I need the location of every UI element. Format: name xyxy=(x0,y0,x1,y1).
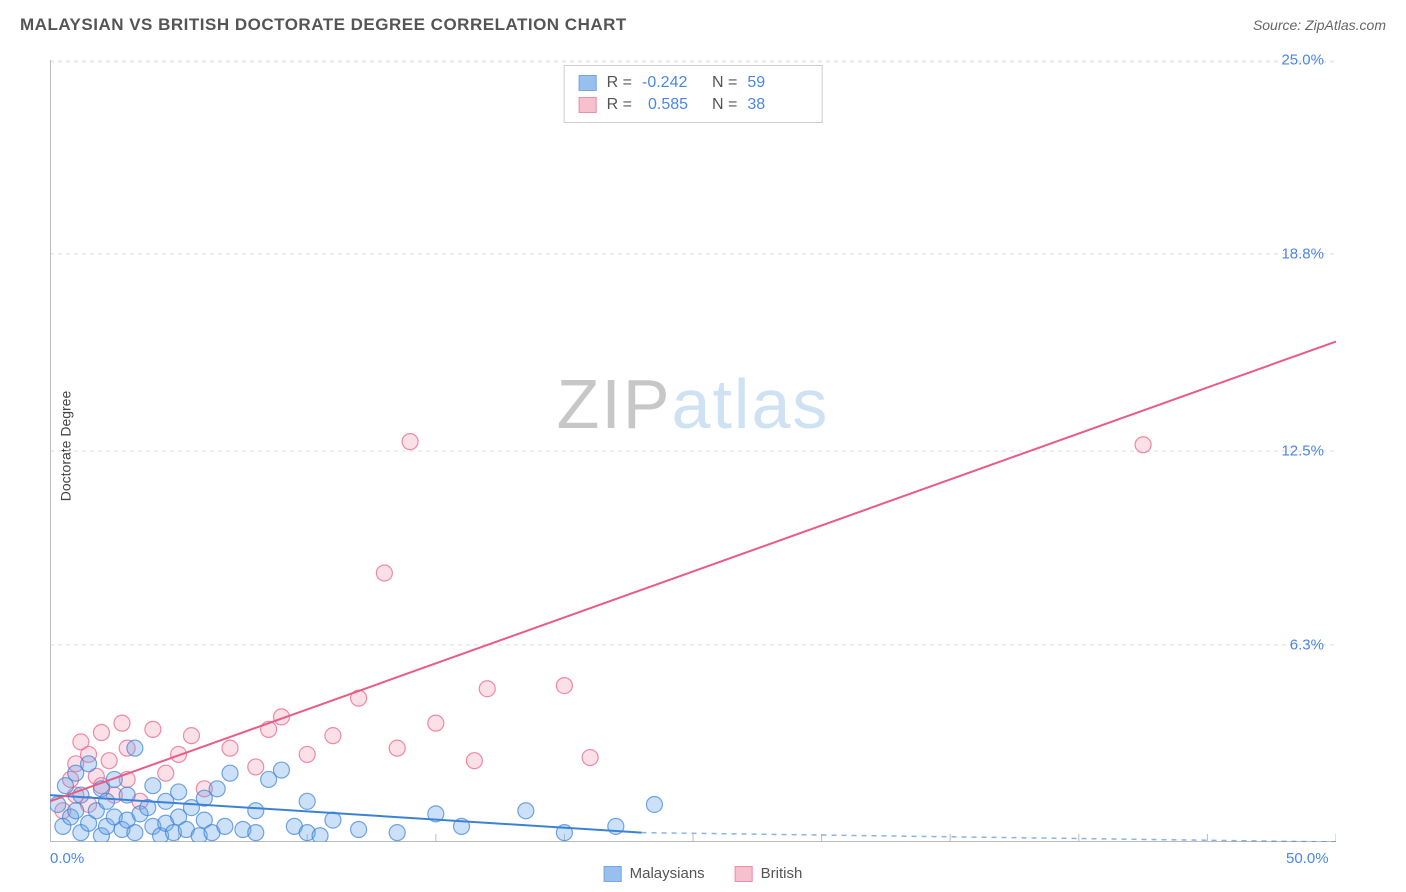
stats-row-malaysians: R = -0.242 N = 59 xyxy=(579,72,808,94)
legend-swatch-british xyxy=(735,866,753,882)
legend-label-british: British xyxy=(761,865,803,882)
swatch-malaysians xyxy=(579,75,597,91)
r-label: R = xyxy=(607,74,632,92)
n-label: N = xyxy=(712,74,737,92)
y-tick-label: 6.3% xyxy=(1290,636,1324,653)
r-label: R = xyxy=(607,96,632,114)
legend-item-malaysians: Malaysians xyxy=(604,865,705,882)
chart-header: MALAYSIAN VS BRITISH DOCTORATE DEGREE CO… xyxy=(0,0,1406,45)
r-value-malaysians: -0.242 xyxy=(642,74,702,92)
n-value-malaysians: 59 xyxy=(747,74,807,92)
y-tick-label: 18.8% xyxy=(1281,245,1324,262)
y-tick-label: 25.0% xyxy=(1281,52,1324,69)
stats-row-british: R = 0.585 N = 38 xyxy=(579,94,808,116)
n-value-british: 38 xyxy=(747,96,807,114)
chart-title: MALAYSIAN VS BRITISH DOCTORATE DEGREE CO… xyxy=(20,15,627,35)
chart-plot-area: ZIPatlas R = -0.242 N = 59 R = 0.585 N =… xyxy=(50,60,1336,842)
legend-label-malaysians: Malaysians xyxy=(630,865,705,882)
y-tick-label: 12.5% xyxy=(1281,443,1324,460)
chart-source: Source: ZipAtlas.com xyxy=(1253,17,1386,33)
legend-swatch-malaysians xyxy=(604,866,622,882)
stats-legend-box: R = -0.242 N = 59 R = 0.585 N = 38 xyxy=(564,65,823,123)
n-label: N = xyxy=(712,96,737,114)
x-tick-label: 50.0% xyxy=(1286,850,1329,867)
swatch-british xyxy=(579,97,597,113)
x-tick-label: 0.0% xyxy=(50,850,84,867)
legend-item-british: British xyxy=(735,865,803,882)
scatter-plot-svg xyxy=(50,60,1336,842)
bottom-legend: Malaysians British xyxy=(604,865,803,882)
r-value-british: 0.585 xyxy=(642,96,702,114)
